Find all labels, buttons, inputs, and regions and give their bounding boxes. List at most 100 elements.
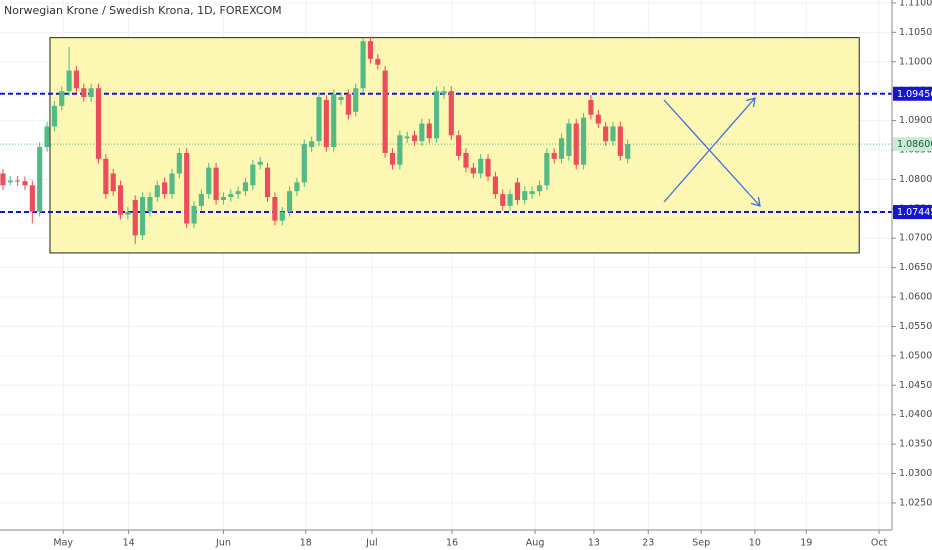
y-tick-label: 1.07000 — [899, 233, 932, 244]
candle-body — [456, 135, 462, 156]
candle-body — [59, 91, 65, 106]
price-tag-label: 1.09456 — [897, 89, 932, 100]
candle-body — [492, 176, 498, 195]
candle-body — [242, 182, 249, 192]
arrow-down — [663, 99, 760, 206]
candle-body — [603, 126, 609, 142]
candle-body — [257, 161, 263, 165]
candle-body — [147, 197, 153, 212]
candle-body — [338, 97, 344, 100]
candle-body — [250, 164, 256, 186]
candle-body — [514, 182, 521, 200]
candle-body — [140, 197, 146, 236]
candle-body — [544, 152, 550, 186]
price-tag — [893, 137, 932, 152]
candle-body — [88, 88, 94, 98]
arrows — [663, 98, 760, 206]
candle-body — [617, 126, 623, 156]
y-tick-label: 1.06000 — [899, 292, 932, 303]
candle-body — [331, 94, 337, 148]
candle-body — [367, 41, 374, 59]
candle-body — [235, 191, 241, 195]
price-tags: 1.09456 1.07445 1.08600 — [893, 86, 932, 220]
candle-body — [44, 126, 50, 148]
price-tag — [893, 86, 932, 101]
x-tick-label: Oct — [871, 538, 888, 549]
drawing-layer — [49, 37, 860, 254]
candle-body — [132, 200, 138, 236]
candle-body — [272, 197, 278, 221]
candle-body — [529, 191, 535, 195]
candle-body — [184, 152, 190, 224]
candle-body — [470, 167, 476, 174]
candle-body — [264, 167, 271, 198]
candle-body — [625, 144, 631, 159]
candle-body — [345, 94, 351, 115]
candle-body — [125, 211, 131, 215]
y-tick-label: 1.03000 — [899, 468, 932, 479]
candle-body — [220, 197, 227, 200]
y-tick-label: 1.05000 — [899, 350, 932, 361]
x-tick-label: Jul — [365, 538, 377, 549]
range-box — [49, 37, 860, 254]
y-tick-label: 1.06500 — [899, 262, 932, 273]
x-tick-label: 23 — [642, 538, 654, 549]
price-tag-label: 1.07445 — [897, 207, 932, 218]
candle-body — [301, 144, 307, 183]
candle-body — [397, 135, 403, 165]
price-tag — [893, 205, 932, 220]
candle-body — [15, 180, 21, 182]
y-tick-label: 1.10500 — [899, 27, 932, 38]
candle-body — [228, 194, 234, 198]
x-tick-label: 16 — [446, 538, 458, 549]
candle-body — [595, 114, 601, 124]
candle-body — [279, 211, 285, 221]
candle-body — [441, 91, 447, 95]
candle-body — [588, 100, 594, 115]
candle-body — [375, 58, 381, 65]
candle-body — [95, 88, 102, 159]
candle-body — [448, 91, 454, 136]
x-tick-label: 10 — [749, 538, 761, 549]
y-tick-label: 1.03500 — [899, 439, 932, 450]
chart-title: Norwegian Krone / Swedish Krona, 1D, FOR… — [4, 4, 282, 17]
candle-body — [22, 181, 28, 186]
candle-body — [360, 41, 366, 89]
x-tick-label: Jun — [215, 538, 231, 549]
candle-body — [117, 185, 124, 215]
candle-body — [73, 70, 80, 89]
candle-body — [419, 123, 425, 142]
candle-body — [426, 123, 432, 139]
candle-body — [191, 205, 197, 224]
candle-body — [581, 117, 587, 165]
candle-body — [37, 147, 43, 212]
x-tick-label: Sep — [692, 538, 710, 549]
candle-body — [294, 182, 300, 192]
x-tick-label: 18 — [300, 538, 312, 549]
x-tick-label: 13 — [588, 538, 600, 549]
candle-body — [522, 191, 528, 200]
candle-body — [610, 126, 616, 142]
candle-body — [323, 100, 329, 148]
candle-body — [287, 191, 293, 212]
candle-body — [536, 185, 543, 192]
y-tick-label: 1.04000 — [899, 409, 932, 420]
candle-body — [154, 185, 160, 198]
candle-body — [573, 123, 579, 165]
candle-body — [29, 185, 35, 212]
candles — [0, 36, 631, 245]
candle-body — [176, 152, 182, 174]
candle-body — [389, 152, 396, 165]
candle-body — [206, 167, 212, 195]
candle-body — [0, 173, 6, 186]
y-tick-label: 1.10000 — [899, 56, 932, 67]
candle-body — [551, 152, 557, 159]
candle-body — [500, 194, 506, 206]
candle-body — [411, 135, 418, 142]
candle-body — [558, 138, 565, 159]
candle-body — [110, 173, 116, 192]
candle-body — [485, 158, 491, 177]
y-tick-label: 1.11000 — [899, 0, 932, 8]
